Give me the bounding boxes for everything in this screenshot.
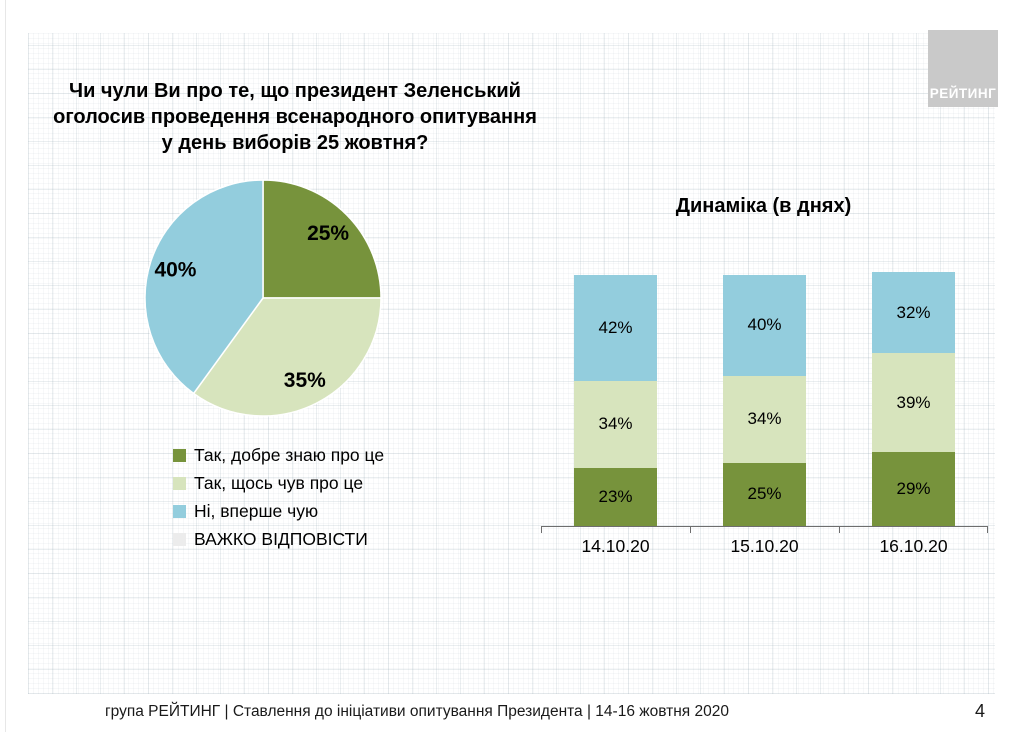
stacked-bar: 42% 34% 23% (574, 274, 657, 526)
bar-data-label: 34% (747, 409, 782, 429)
slide-left-edge (5, 0, 6, 732)
bar-data-label: 40% (747, 315, 782, 335)
bar-data-label: 34% (598, 414, 633, 434)
rating-logo-label: РЕЙТИНГ (929, 86, 997, 101)
x-axis-labels: 14.10.20 15.10.20 16.10.20 (541, 535, 988, 557)
category-label: 15.10.20 (730, 536, 799, 556)
legend-item: ВАЖКО ВІДПОВІСТИ (173, 525, 384, 553)
legend-item: Так, щось чув про це (173, 469, 384, 497)
bar-data-label: 25% (747, 484, 782, 504)
bar-segment: 23% (574, 467, 657, 526)
bar-segment: 40% (723, 274, 806, 377)
x-axis-tick (541, 526, 542, 533)
bar-data-label: 42% (598, 317, 633, 337)
pie-data-label: 40% (154, 259, 196, 282)
footer-caption: група РЕЙТИНГ | Ставлення до ініціативи … (105, 703, 729, 720)
stacked-bar: 32% 39% 29% (872, 272, 955, 526)
category-label: 16.10.20 (879, 536, 948, 556)
legend-label: Ні, вперше чую (194, 501, 319, 521)
pie-chart: 25% 35% 40% (144, 179, 382, 417)
x-axis-tick (839, 526, 840, 533)
x-axis-tick (987, 526, 988, 533)
grid-panel (28, 33, 995, 694)
bar-data-label: 23% (598, 486, 633, 506)
bar-chart-title: Динаміка (в днях) (675, 195, 852, 217)
rating-logo: РЕЙТИНГ (928, 30, 998, 107)
pie-data-label: 35% (284, 369, 326, 392)
bar-segment: 32% (872, 272, 955, 354)
pie-data-label: 25% (307, 222, 349, 245)
legend-label: Так, добре знаю про це (194, 445, 385, 465)
pie-slice (144, 179, 264, 395)
legend-item: Ні, вперше чую (173, 497, 384, 525)
legend-swatch (173, 476, 186, 490)
bar-segment: 34% (723, 376, 806, 463)
bar-data-label: 39% (896, 392, 931, 412)
bar-segment: 34% (574, 381, 657, 468)
bar-segment: 39% (872, 353, 955, 453)
x-axis-line (541, 526, 988, 527)
legend-label: Так, щось чув про це (194, 473, 364, 493)
x-axis-tick (690, 526, 691, 533)
legend-swatch (173, 448, 186, 462)
legend-label: ВАЖКО ВІДПОВІСТИ (194, 529, 368, 549)
legend-item: Так, добре знаю про це (173, 441, 384, 469)
pie-legend: Так, добре знаю про це Так, щось чув про … (173, 441, 384, 553)
legend-swatch (173, 504, 186, 518)
stacked-bar: 40% 34% 25% (723, 274, 806, 526)
pie-chart-title: Чи чули Ви про те, що президент Зеленськ… (53, 80, 537, 154)
legend-swatch (173, 532, 186, 546)
page-number: 4 (974, 701, 985, 721)
bar-data-label: 32% (896, 302, 931, 322)
bar-segment: 29% (872, 452, 955, 526)
category-label: 14.10.20 (581, 536, 650, 556)
pie-slice (192, 297, 382, 417)
pie-slice (262, 179, 382, 299)
bar-data-label: 29% (896, 479, 931, 499)
bar-segment: 25% (723, 462, 806, 526)
bar-segment: 42% (574, 274, 657, 382)
bar-plot: 42% 34% 23% 40% 34% 25% 32% 39% 29% (541, 272, 988, 533)
